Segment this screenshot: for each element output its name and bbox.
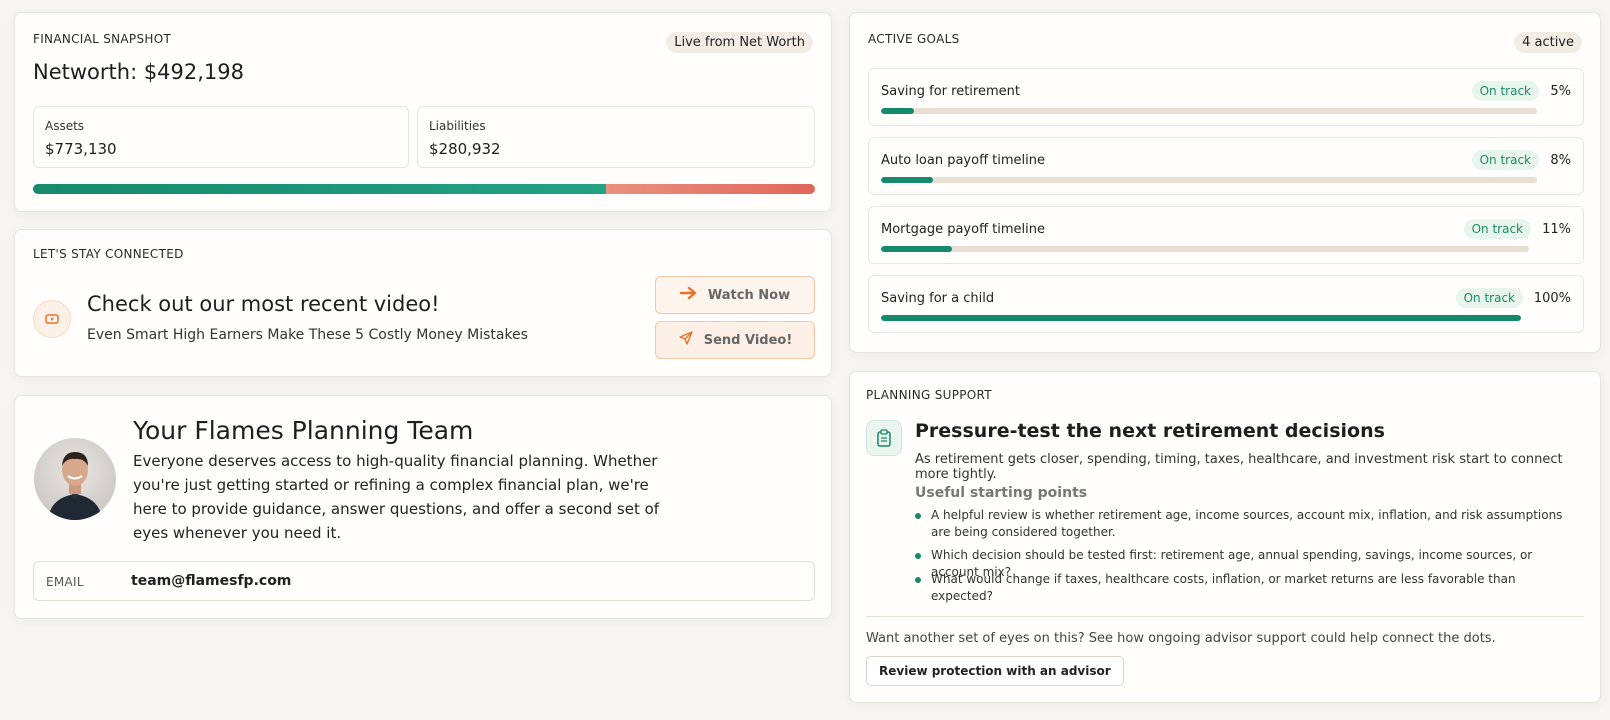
starting-point-item: Which decision should be tested first: r… (915, 547, 1565, 581)
clipboard-icon (866, 420, 902, 456)
goal-status-badge: On track (1471, 150, 1539, 170)
email-row: EMAIL team@flamesfp.com (33, 561, 815, 601)
snapshot-eyebrow: FINANCIAL SNAPSHOT (33, 32, 172, 46)
goal-percent: 100% (1533, 291, 1571, 306)
starting-points-heading: Useful starting points (915, 485, 1088, 501)
send-icon (678, 330, 694, 350)
networth-title: Networth: $492,198 (33, 60, 245, 84)
networth-bar (33, 184, 815, 194)
goal-name: Mortgage payoff timeline (881, 222, 1045, 237)
goal-card[interactable]: Mortgage payoff timeline On track 11% (868, 206, 1584, 264)
team-description: Everyone deserves access to high-quality… (133, 452, 660, 542)
goal-progress-fill (881, 246, 953, 252)
video-card: LET'S STAY CONNECTED Check out our most … (14, 229, 832, 377)
team-headline: Your Flames Planning Team (133, 416, 474, 445)
send-video-label: Send Video! (703, 332, 793, 348)
assets-bar-segment (33, 184, 607, 194)
advisor-note: Want another set of eyes on this? See ho… (866, 631, 1496, 646)
video-subtitle: Even Smart High Earners Make These 5 Cos… (87, 327, 528, 343)
liabilities-box: Liabilities $280,932 (417, 106, 815, 168)
goal-card[interactable]: Saving for a child On track 100% (868, 275, 1584, 333)
liabilities-label: Liabilities (429, 119, 486, 133)
watch-now-button[interactable]: Watch Now (655, 276, 815, 314)
goal-status-badge: On track (1455, 288, 1523, 308)
email-link[interactable]: team@flamesfp.com (131, 573, 292, 589)
goal-progress-fill (881, 177, 934, 183)
planning-team-card: Your Flames Planning Team Everyone deser… (14, 395, 832, 619)
planning-headline: Pressure-test the next retirement decisi… (915, 420, 1385, 442)
arrow-right-icon (679, 286, 698, 304)
goal-progress-track (881, 246, 1529, 252)
goal-name: Saving for a child (881, 291, 995, 306)
send-video-button[interactable]: Send Video! (655, 321, 815, 359)
play-icon (33, 300, 71, 338)
goal-card[interactable]: Saving for retirement On track 5% (868, 68, 1584, 126)
planning-eyebrow: PLANNING SUPPORT (866, 388, 992, 402)
assets-value: $773,130 (45, 140, 117, 158)
goal-percent: 8% (1550, 153, 1571, 168)
financial-snapshot-card: FINANCIAL SNAPSHOT Live from Net Worth N… (14, 12, 832, 212)
liabilities-value: $280,932 (429, 140, 501, 158)
email-label: EMAIL (46, 575, 84, 589)
divider (866, 616, 1584, 617)
goal-card[interactable]: Auto loan payoff timeline On track 8% (868, 137, 1584, 195)
starting-point-item: A helpful review is whether retirement a… (915, 507, 1565, 541)
goal-name: Auto loan payoff timeline (881, 153, 1046, 168)
goal-status-badge: On track (1463, 219, 1531, 239)
goals-eyebrow: ACTIVE GOALS (868, 32, 960, 46)
goal-progress-fill (881, 108, 914, 114)
planning-support-card: PLANNING SUPPORT Pressure-test the next … (849, 371, 1601, 703)
goal-progress-track (881, 108, 1537, 114)
watch-now-label: Watch Now (707, 287, 791, 303)
goal-progress-fill (881, 315, 1521, 321)
goal-percent: 11% (1542, 222, 1571, 237)
goal-status-badge: On track (1471, 81, 1539, 101)
liabilities-bar-segment (606, 184, 815, 194)
assets-label: Assets (45, 119, 85, 133)
video-eyebrow: LET'S STAY CONNECTED (33, 247, 184, 261)
video-headline: Check out our most recent video! (87, 292, 440, 316)
starting-point-item: What would change if taxes, healthcare c… (915, 571, 1565, 605)
assets-box: Assets $773,130 (33, 106, 409, 168)
goal-progress-track (881, 315, 1521, 321)
goal-name: Saving for retirement (881, 84, 1020, 99)
goal-percent: 5% (1550, 84, 1571, 99)
planning-subtitle: As retirement gets closer, spending, tim… (915, 452, 1563, 482)
avatar (34, 438, 116, 520)
active-goals-card: ACTIVE GOALS 4 active Saving for retirem… (849, 12, 1601, 353)
goal-progress-track (881, 177, 1537, 183)
review-with-advisor-button[interactable]: Review protection with an advisor (866, 656, 1124, 686)
active-count-badge: 4 active (1514, 32, 1582, 53)
live-badge: Live from Net Worth (666, 32, 813, 53)
